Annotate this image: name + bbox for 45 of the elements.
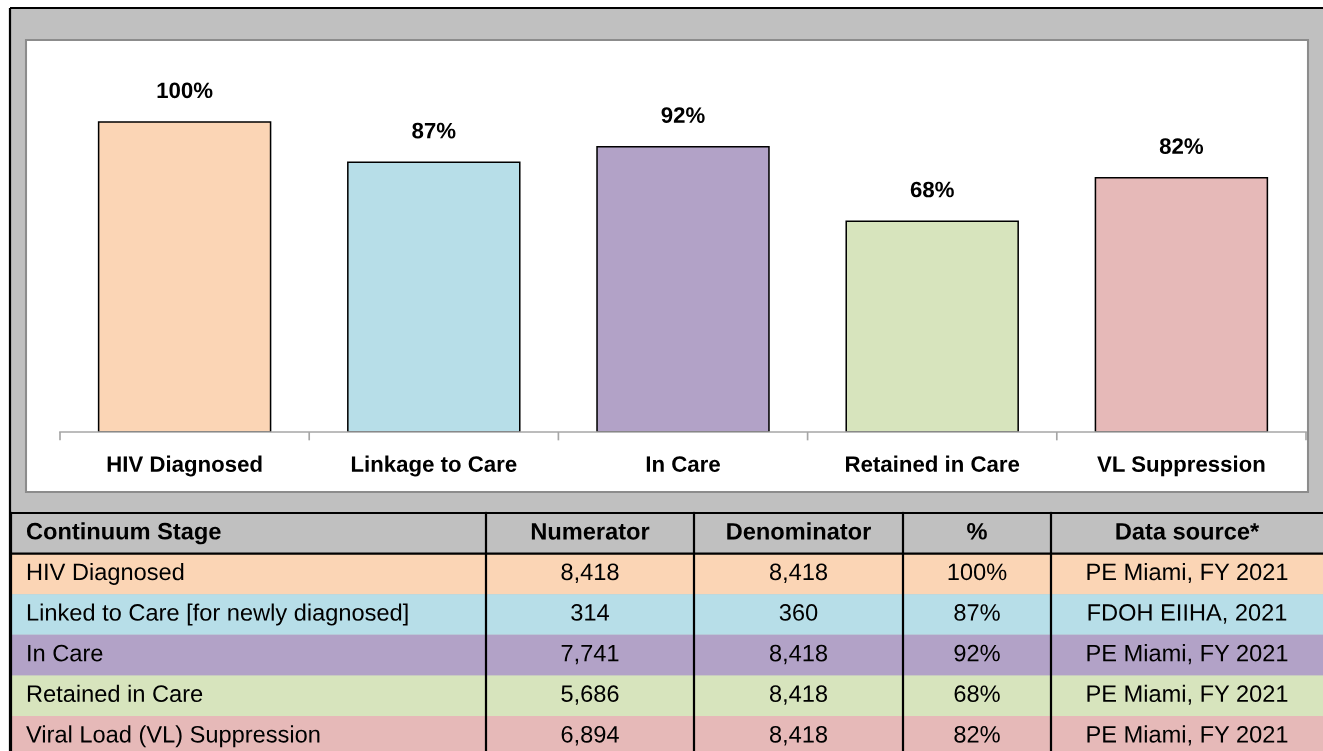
text: 100% [948,563,1007,581]
data-label: 100% [157,82,213,99]
text: 8,418 [769,685,828,705]
text: 8,418 [769,725,828,746]
bar [1094,177,1269,432]
data-label: 87% [412,122,456,139]
x-tick-label: Retained in Care [846,455,1020,472]
bar [97,121,272,432]
x-tick-label: In Care [646,456,720,472]
text: 8,418 [769,563,828,584]
text: 6,894 [561,725,619,746]
text: Numerator [531,523,650,540]
text: % [967,522,987,540]
text: FDOH EIIHA, 2021 [1088,604,1287,624]
text: 7,741 [561,644,619,665]
text: 5,686 [561,685,619,705]
text: Denominator [727,522,871,540]
bar [347,161,521,432]
text: PE Miami, FY 2021 [1087,644,1288,665]
text: 8,418 [769,644,828,665]
text: 87% [954,604,1000,621]
text: Viral Load (VL) Suppression [26,725,320,748]
source-note: Data source* [1116,523,1260,540]
text: PE Miami, FY 2021 [1087,684,1288,705]
text: PE Miami, FY 2021 [1087,725,1288,746]
x-tick-label: HIV Diagnosed [107,455,262,477]
text: 314 [571,604,610,621]
text: In Care [28,644,103,662]
text: 360 [779,604,818,621]
data-label: 92% [661,107,705,123]
text: HIV Diagnosed [27,562,184,585]
x-tick-label: Linkage to Care [351,455,517,477]
bar [845,220,1019,432]
data-label: 68% [910,181,954,198]
text: 92% [954,644,1000,662]
text: Linked to Care [for newly diagnosed] [27,603,408,626]
x-tick-label: VL Suppression [1097,455,1265,477]
text: 68% [954,685,1000,703]
text: 82% [954,725,1000,743]
data-label: 82% [1159,138,1204,154]
text: PE Miami, FY 2021 [1087,562,1288,584]
text: Continuum Stage [26,522,221,545]
text: 8,418 [561,563,619,584]
bar [596,146,770,432]
text: Retained in Care [27,684,203,703]
